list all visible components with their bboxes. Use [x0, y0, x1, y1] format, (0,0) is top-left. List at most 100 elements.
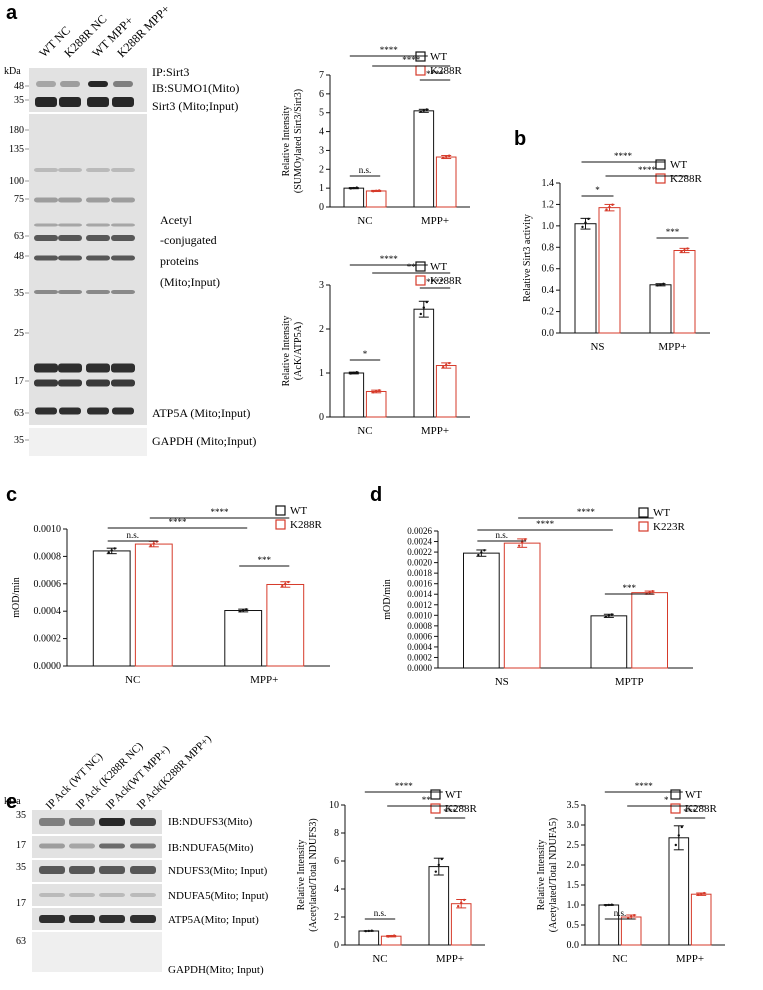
y-tick-label: 0.0006 — [407, 631, 432, 641]
y-tick-label: 0 — [319, 412, 324, 423]
data-point — [457, 905, 460, 908]
data-point — [375, 390, 378, 393]
blot-a-row-label: IP:Sirt3 — [152, 65, 189, 79]
data-point — [370, 929, 373, 932]
y-axis-label: Relative Intensity — [536, 840, 547, 911]
legend-swatch-wt — [415, 261, 426, 272]
y-tick-label: 3.0 — [567, 820, 580, 831]
blot-a-atp5a-band — [87, 407, 109, 415]
blot-e-row-label: NDUFS3(Mito; Input) — [168, 865, 268, 877]
blot-e-row-label: GAPDH(Mito; Input) — [168, 964, 264, 976]
blot-e-band — [130, 893, 156, 897]
blot-a-acetyl-band — [86, 168, 110, 172]
bar-wt — [428, 866, 450, 946]
y-tick-label: 0.0022 — [407, 547, 432, 557]
data-point — [425, 108, 428, 111]
data-point — [419, 110, 422, 113]
blot-a-acetyl-band — [111, 379, 135, 387]
data-point — [372, 391, 375, 394]
y-tick-label: 0.0002 — [407, 652, 432, 662]
data-point — [378, 189, 381, 192]
legend-label: K288R — [290, 519, 322, 531]
x-tick-label: NC — [372, 953, 387, 965]
legend-swatch-mutant — [670, 803, 681, 814]
blot-a-gapdh-strip — [29, 428, 147, 456]
blot-a-atp5a-band — [35, 407, 57, 415]
y-tick-label: 2 — [319, 324, 324, 335]
data-point — [607, 903, 610, 907]
x-tick-label: NS — [590, 341, 604, 353]
data-point — [107, 551, 110, 554]
data-point — [480, 551, 483, 554]
blot-e-strip — [32, 908, 162, 930]
data-point — [349, 187, 352, 190]
data-point — [610, 903, 613, 906]
data-point — [674, 843, 677, 847]
y-tick-label: 3 — [319, 280, 324, 291]
blot-a-marker: 100 — [9, 176, 24, 187]
x-tick-label: MPP+ — [421, 215, 449, 227]
legend-swatch-wt — [670, 789, 681, 800]
blot-e-marker: 35 — [16, 810, 26, 821]
data-point — [242, 609, 245, 612]
blot-a-sirt3-band — [112, 97, 134, 107]
y-tick-label: 0.0004 — [407, 642, 432, 652]
bar-mutant — [134, 543, 173, 667]
data-point — [700, 892, 703, 896]
significance-label: *** — [443, 807, 457, 817]
data-point — [605, 208, 608, 211]
blot-a-marker: 48 — [14, 251, 24, 262]
panel-label-e: e — [6, 791, 17, 813]
y-axis-label: Relative Intensity — [281, 106, 292, 177]
y-tick-label: 0.0010 — [34, 524, 62, 535]
y-tick-label: 0.0002 — [34, 634, 62, 645]
data-point — [387, 935, 390, 938]
blot-a-acetyl-band — [34, 197, 58, 203]
data-point — [355, 186, 358, 189]
blot-e-band — [69, 866, 95, 874]
bar-mutant — [620, 916, 642, 946]
blot-a-row-label: IB:SUMO1(Mito) — [152, 81, 239, 95]
legend-label: WT — [430, 261, 447, 273]
y-axis-label: mOD/min — [11, 577, 22, 618]
significance-label: **** — [380, 45, 399, 55]
significance-label: ** — [422, 795, 432, 805]
legend-swatch-mutant — [275, 519, 286, 530]
y-tick-label: 0.0014 — [407, 589, 432, 599]
data-point — [523, 538, 527, 541]
y-tick-label: 1.4 — [542, 178, 555, 189]
significance-label: ** — [407, 262, 417, 272]
blot-a-marker: 35 — [14, 95, 24, 106]
blot-e-band — [130, 915, 156, 923]
blot-e-strip — [32, 860, 162, 882]
chart-c: 0.0000 0.0002 0.0004 0.0006 0.0008 0.0010 mOD/… — [11, 505, 330, 686]
data-point — [697, 893, 700, 897]
panel-label-a: a — [6, 2, 18, 24]
blot-a-acetyl-band — [58, 290, 82, 294]
blot-a-acetyl-band — [58, 379, 82, 387]
bar-wt — [574, 223, 597, 334]
y-tick-label: 0.0000 — [34, 661, 62, 672]
significance-label: n.s. — [614, 908, 627, 918]
data-point — [284, 582, 287, 586]
data-point — [281, 584, 284, 588]
blot-a-acetyl-band — [111, 290, 135, 294]
significance-label: *** — [623, 583, 637, 593]
y-tick-label: 0.5 — [567, 920, 580, 931]
y-tick-label: 4 — [319, 127, 324, 138]
blot-a-row-label: GAPDH (Mito;Input) — [152, 434, 256, 448]
blot-e-marker: 17 — [16, 898, 26, 909]
western-blot-e: IP Ack (WT NC)IP Ack (K288R NC)IP Ack(WT… — [4, 733, 269, 976]
y-tick-label: 0.0008 — [407, 621, 432, 631]
blot-a-marker: 25 — [14, 328, 24, 339]
blot-a-marker: 63 — [14, 231, 24, 242]
blot-a-acetyl-band — [34, 379, 58, 387]
blot-e-row-label: NDUFA5(Mito; Input) — [168, 890, 269, 902]
blot-a-row-label: ATP5A (Mito;Input) — [152, 406, 250, 420]
blot-e-band — [99, 893, 125, 897]
y-tick-label: 0.0018 — [407, 568, 432, 578]
blot-e-band — [99, 843, 125, 849]
blot-a-sumo-band — [36, 81, 56, 87]
bar-wt — [649, 284, 672, 334]
